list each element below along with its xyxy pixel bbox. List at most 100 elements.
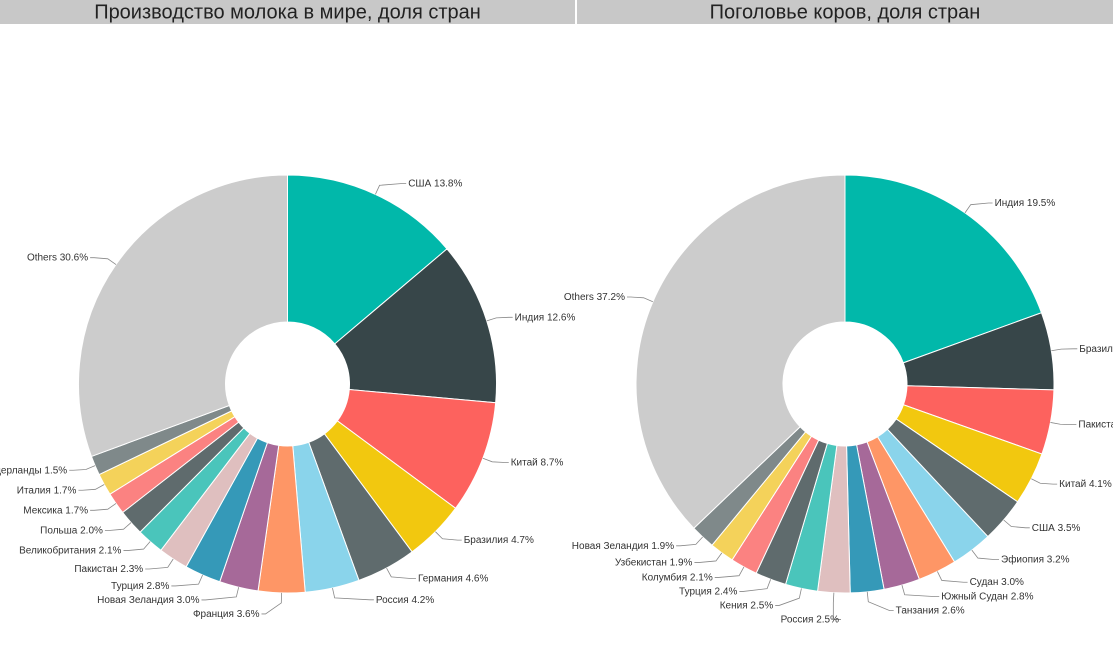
label-category: Индия — [515, 312, 545, 323]
header-bar — [577, 0, 1113, 24]
leader-line — [775, 588, 802, 606]
data-label: Бразилия 6.0% — [1079, 343, 1113, 354]
data-label: Нидерланды 1.5% — [0, 465, 67, 476]
label-category: Эфиопия — [1001, 553, 1044, 565]
label-category: Италия — [17, 485, 51, 496]
leader-line — [78, 484, 105, 491]
label-category: Узбекистан — [615, 556, 667, 568]
label-category: Южный Судан — [941, 591, 1008, 602]
data-label: США 13.8% — [408, 178, 462, 189]
data-label: Эфиопия 3.2% — [1001, 553, 1070, 565]
data-label: Польша 2.0% — [40, 525, 103, 536]
label-value: 4.1% — [1089, 479, 1112, 490]
leader-line — [201, 587, 240, 601]
data-label: Танзания 2.6% — [896, 605, 965, 616]
label-value: 2.1% — [99, 545, 122, 556]
label-value: 3.2% — [1047, 554, 1070, 565]
data-label: Италия 1.7% — [17, 485, 77, 496]
label-value: 1.9% — [670, 557, 693, 568]
label-category: Кения — [720, 600, 748, 611]
data-label: Россия 2.5% — [781, 614, 839, 625]
label-category: Новая Зеландия — [572, 540, 649, 551]
label-value: 12.6% — [547, 312, 575, 323]
leader-line — [435, 531, 462, 541]
label-value: 13.8% — [434, 178, 462, 189]
label-category: Бразилия — [464, 535, 509, 546]
label-value: 4.6% — [466, 573, 489, 584]
label-category: Бразилия — [1079, 343, 1113, 354]
label-value: 2.6% — [942, 605, 965, 616]
label-category: Колумбия — [642, 571, 687, 583]
data-label: Новая Зеландия 3.0% — [97, 595, 199, 606]
label-category: Китай — [511, 457, 538, 468]
label-value: 3.5% — [1058, 522, 1081, 533]
label-value: 1.9% — [651, 540, 674, 551]
label-category: Китай — [1059, 479, 1086, 490]
label-value: 2.8% — [1011, 591, 1034, 602]
donut-slice — [287, 174, 448, 345]
label-value: 2.4% — [715, 586, 738, 597]
data-label: Мексика 1.7% — [23, 505, 88, 516]
label-value: 1.7% — [54, 485, 77, 496]
data-label: Турция 2.8% — [111, 581, 169, 592]
data-label: Великобритания 2.1% — [19, 544, 121, 556]
label-category: Франция — [193, 609, 234, 620]
data-label: Пакистан 2.3% — [74, 564, 143, 575]
label-value: 3.6% — [237, 609, 260, 620]
label-category: Пакистан — [1078, 419, 1113, 430]
label-value: 4.2% — [411, 594, 434, 605]
leader-line — [145, 558, 174, 570]
data-label: Индия 12.6% — [515, 312, 576, 323]
data-label: Бразилия 4.7% — [464, 535, 534, 546]
label-category: Others — [27, 252, 57, 263]
data-label: Others 30.6% — [27, 252, 88, 263]
label-value: 2.1% — [690, 572, 713, 583]
data-label: США 3.5% — [1032, 522, 1081, 533]
donut-slice — [334, 248, 497, 404]
leader-line — [971, 549, 1000, 561]
data-label: Пакистан 5.0% — [1078, 419, 1113, 430]
data-label: Индия 19.5% — [995, 198, 1056, 209]
leader-line — [714, 566, 745, 578]
label-value: 1.7% — [65, 505, 88, 516]
label-value: 3.0% — [177, 595, 200, 606]
label-category: Германия — [418, 573, 463, 584]
donut-slice — [78, 174, 288, 458]
label-category: Судан — [970, 577, 999, 588]
label-category: Польша — [40, 525, 78, 536]
leader-line — [171, 574, 203, 587]
leader-line — [261, 592, 282, 615]
leader-line — [386, 567, 416, 580]
leader-line — [69, 465, 96, 471]
data-label: Узбекистан 1.9% — [615, 556, 693, 568]
label-value: 2.8% — [147, 581, 170, 592]
leader-line — [694, 552, 723, 563]
label-value: 8.7% — [541, 457, 564, 468]
data-label: Россия 4.2% — [376, 594, 434, 605]
label-value: 37.2% — [597, 292, 625, 303]
label-value: 2.5% — [750, 600, 773, 611]
label-category: США — [408, 178, 431, 189]
label-value: 4.7% — [511, 535, 534, 546]
label-category: Россия — [781, 614, 814, 625]
data-label: Китай 8.7% — [511, 457, 564, 468]
leader-line — [866, 591, 894, 612]
data-label: Кения 2.5% — [720, 600, 774, 611]
leader-line — [964, 202, 993, 214]
leader-line — [104, 522, 132, 531]
label-category: Турция — [679, 586, 712, 597]
label-category: Танзания — [896, 605, 939, 616]
donut-slice — [844, 174, 1043, 364]
leader-line — [123, 541, 151, 551]
leader-line — [1031, 478, 1058, 485]
leader-line — [626, 296, 654, 303]
label-category: Мексика — [23, 505, 63, 516]
data-label: Колумбия 2.1% — [642, 571, 713, 583]
label-category: Россия — [376, 594, 409, 605]
label-category: Великобритания — [19, 544, 96, 556]
label-value: 30.6% — [60, 252, 88, 263]
leader-line — [832, 592, 841, 620]
label-category: Пакистан — [74, 564, 117, 575]
label-value: 2.3% — [120, 564, 143, 575]
